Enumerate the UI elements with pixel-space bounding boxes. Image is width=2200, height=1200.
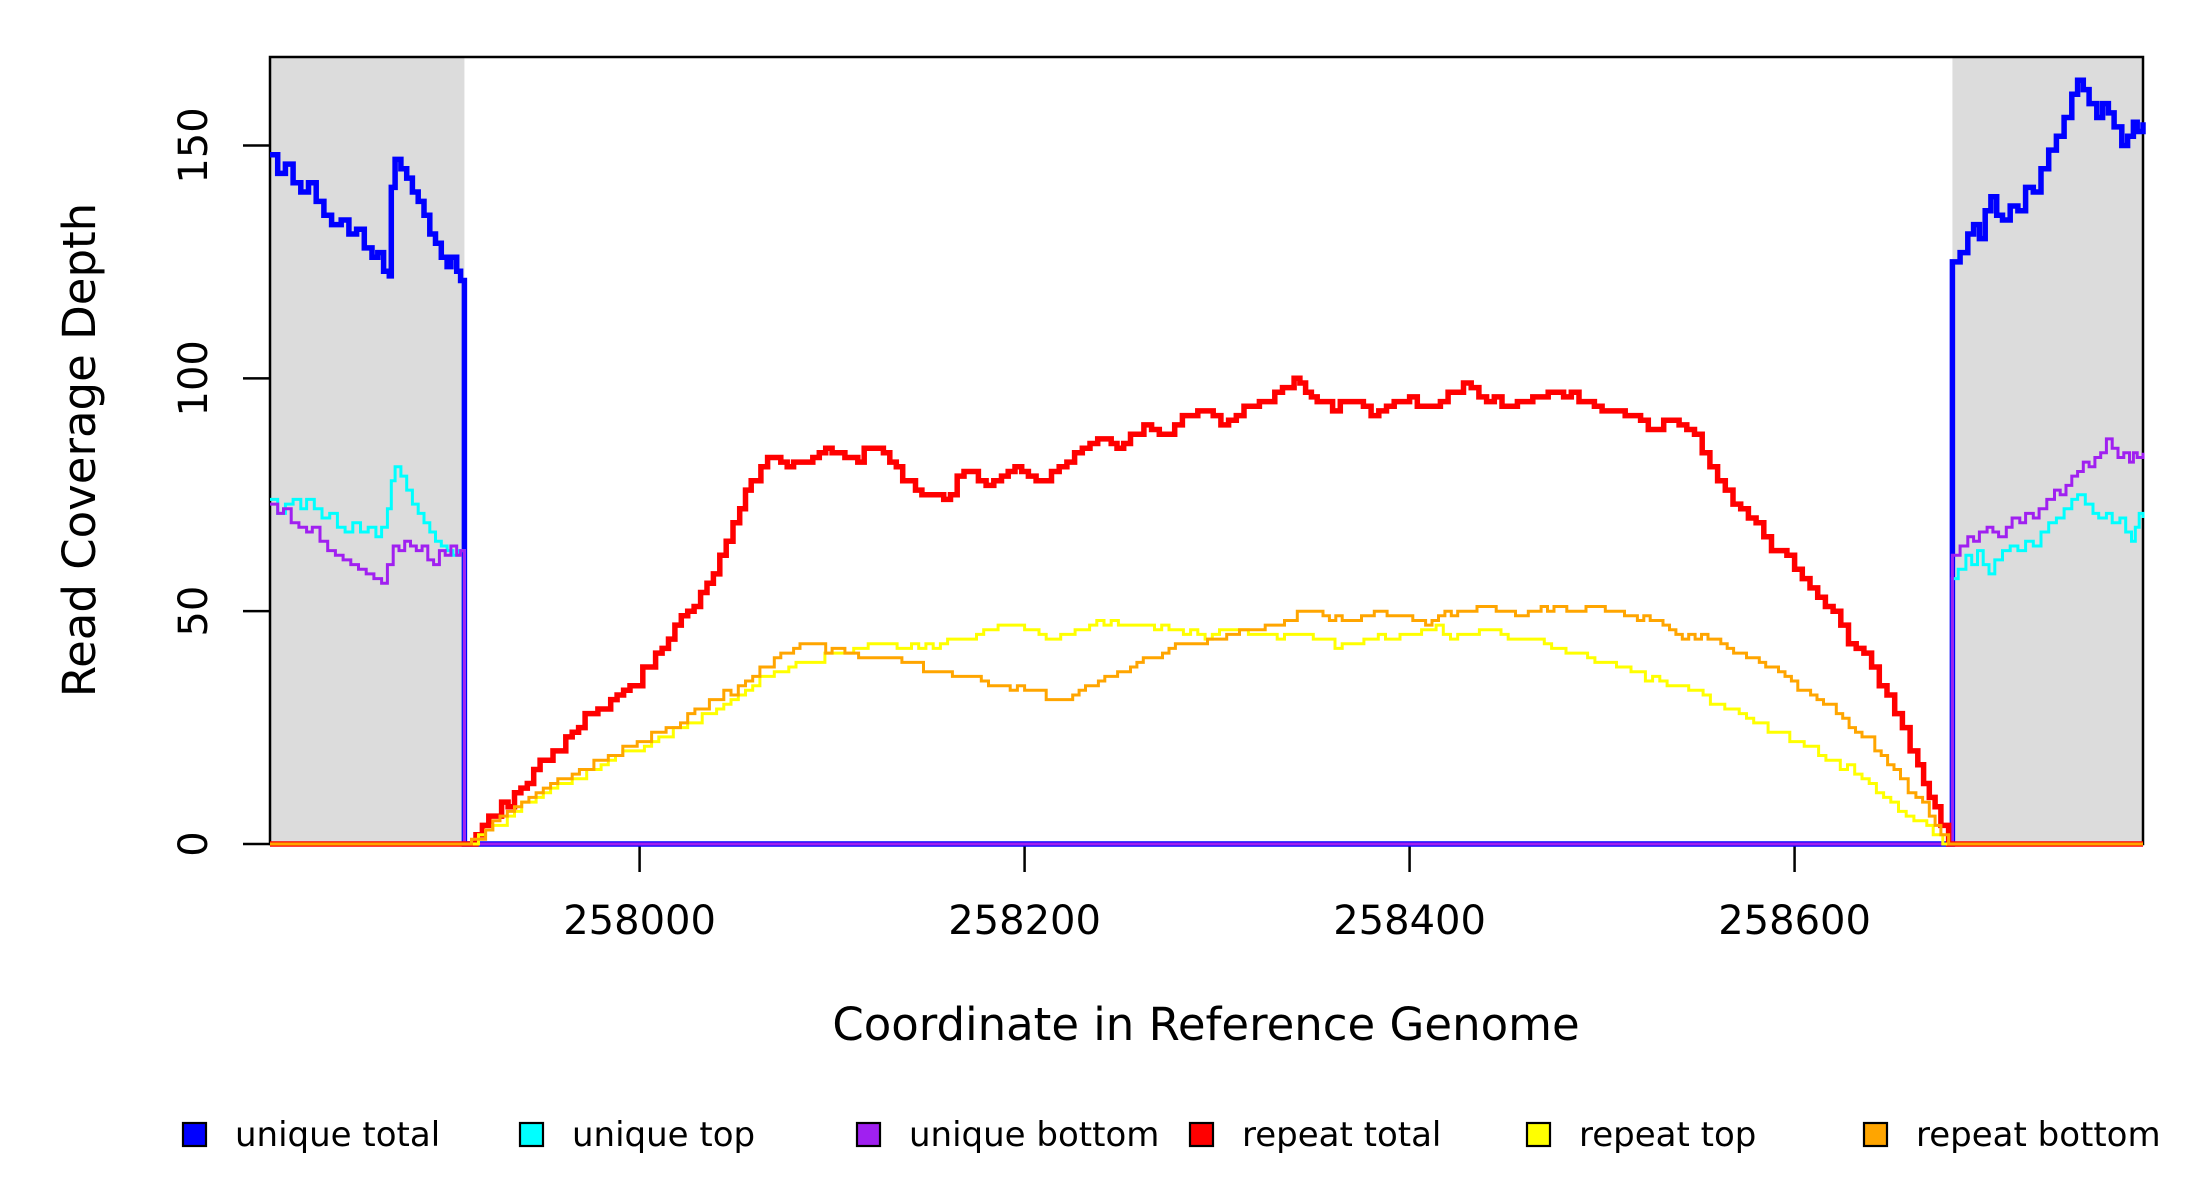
legend-label-unique-top: unique top (572, 1115, 755, 1155)
legend-swatch-unique-total (181, 1121, 208, 1148)
y-tick-label: 0 (171, 831, 217, 856)
shaded-region-right-flank (1952, 57, 2143, 844)
legend-swatch-unique-top (518, 1121, 545, 1148)
series-repeat-bottom-line (270, 605, 2143, 846)
axis-ticks: 258000 258200 258400 258600 0 50 100 150 (171, 107, 1871, 944)
series-unique-total-line (270, 77, 2146, 847)
legend: unique total unique top unique bottom repea… (181, 1115, 2161, 1155)
legend-label-repeat-top: repeat top (1579, 1115, 1756, 1155)
legend-swatch-unique-bottom (855, 1121, 882, 1148)
series-unique-bottom-line (270, 437, 2145, 846)
x-axis-title: Coordinate in Reference Genome (832, 998, 1579, 1051)
y-tick-label: 150 (171, 107, 217, 183)
coverage-series-lines (270, 77, 2146, 847)
legend-swatch-repeat-total (1188, 1121, 1215, 1148)
series-repeat-total-line (270, 375, 2143, 847)
series-repeat-top-line (270, 619, 2143, 846)
legend-label-unique-bottom: unique bottom (909, 1115, 1159, 1155)
legend-swatch-repeat-bottom (1862, 1121, 1889, 1148)
legend-label-repeat-total: repeat total (1242, 1115, 1441, 1155)
x-tick-label: 258600 (1718, 898, 1871, 944)
x-tick-label: 258000 (563, 898, 716, 944)
legend-swatch-repeat-top (1525, 1121, 1552, 1148)
x-tick-label: 258200 (948, 898, 1101, 944)
y-tick-label: 100 (171, 340, 217, 416)
y-tick-label: 50 (171, 586, 217, 637)
y-axis-title: Read Coverage Depth (53, 203, 106, 697)
x-tick-label: 258400 (1333, 898, 1486, 944)
shaded-region-left-flank (270, 57, 465, 844)
legend-label-unique-total: unique total (235, 1115, 440, 1155)
legend-label-repeat-bottom: repeat bottom (1916, 1115, 2161, 1155)
